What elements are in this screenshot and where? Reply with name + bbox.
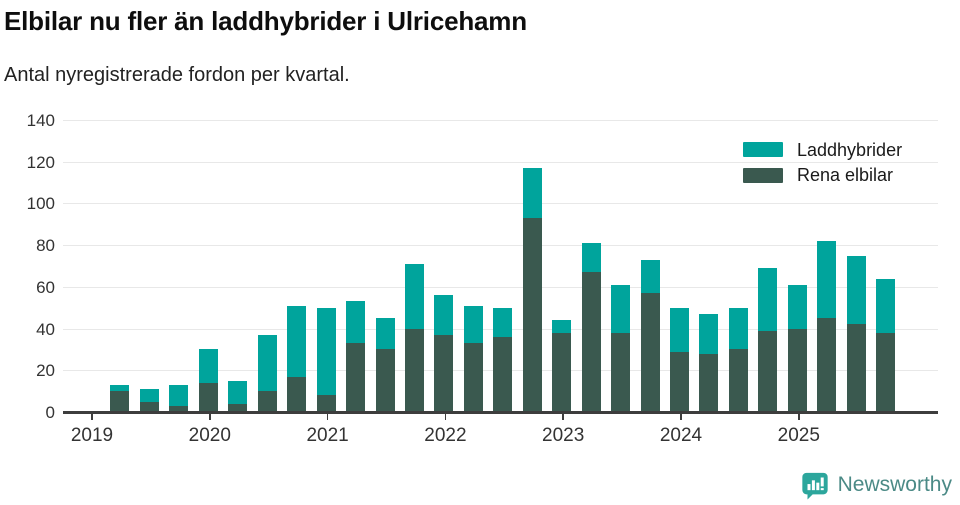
legend-label-laddhybrider: Laddhybrider [797, 140, 902, 161]
bar-segment-rena-elbilar [493, 337, 512, 412]
y-axis-label: 20 [0, 361, 55, 381]
bar-segment-rena-elbilar [876, 333, 895, 412]
bar-segment-laddhybrider [611, 285, 630, 333]
x-axis-line [63, 411, 938, 414]
bar-segment-laddhybrider [110, 385, 129, 391]
x-axis-tick [209, 414, 211, 420]
bar-segment-laddhybrider [729, 308, 748, 350]
bar-segment-laddhybrider [258, 335, 277, 391]
bar-segment-rena-elbilar [287, 377, 306, 412]
bar-segment-rena-elbilar [434, 335, 453, 412]
x-axis-tick [327, 414, 329, 420]
bar-segment-laddhybrider [641, 260, 660, 293]
x-axis-tick [562, 414, 564, 420]
newsworthy-logo-icon [800, 470, 830, 500]
bar-segment-laddhybrider [199, 349, 218, 382]
gridline-y120 [63, 162, 938, 163]
x-axis-tick [445, 414, 447, 420]
bar-segment-laddhybrider [582, 243, 601, 272]
bar-segment-rena-elbilar [847, 324, 866, 412]
chart-page: Elbilar nu fler än laddhybrider i Ulrice… [0, 0, 960, 505]
bar-segment-rena-elbilar [199, 383, 218, 412]
bar-segment-rena-elbilar [317, 395, 336, 412]
bar-segment-rena-elbilar [582, 272, 601, 412]
newsworthy-logo: Newsworthy [800, 469, 952, 501]
x-axis-tick [798, 414, 800, 420]
bar-segment-laddhybrider [523, 168, 542, 218]
y-axis-label: 80 [0, 236, 55, 256]
x-axis-label: 2020 [170, 425, 250, 447]
bar-segment-laddhybrider [464, 306, 483, 344]
bar-segment-rena-elbilar [464, 343, 483, 412]
bar-segment-laddhybrider [405, 264, 424, 329]
bar-segment-rena-elbilar [346, 343, 365, 412]
bar-segment-laddhybrider [788, 285, 807, 329]
bar-segment-laddhybrider [434, 295, 453, 335]
bar-chart: 0 20 40 60 80 100 120 140 2019 2020 2021 2022 2023 20… [0, 0, 960, 505]
bar-segment-rena-elbilar [552, 333, 571, 412]
bar-segment-laddhybrider [817, 241, 836, 318]
bar-segment-laddhybrider [169, 385, 188, 406]
x-axis-tick [680, 414, 682, 420]
bar-segment-laddhybrider [670, 308, 689, 352]
legend-swatch-laddhybrider [743, 142, 783, 157]
bar-segment-rena-elbilar [523, 218, 542, 412]
bar-segment-laddhybrider [140, 389, 159, 402]
gridline-y80 [63, 245, 938, 246]
newsworthy-logo-text: Newsworthy [838, 473, 952, 497]
bar-segment-laddhybrider [228, 381, 247, 404]
bar-segment-laddhybrider [376, 318, 395, 349]
x-axis-label: 2019 [52, 425, 132, 447]
x-axis-label: 2023 [523, 425, 603, 447]
y-axis-label: 60 [0, 278, 55, 298]
y-axis-label: 100 [0, 194, 55, 214]
x-axis-label: 2025 [759, 425, 839, 447]
bar-segment-rena-elbilar [699, 354, 718, 412]
bar-segment-rena-elbilar [110, 391, 129, 412]
y-axis-label: 140 [0, 111, 55, 131]
bar-segment-rena-elbilar [817, 318, 836, 412]
bar-segment-rena-elbilar [788, 329, 807, 412]
bar-segment-laddhybrider [876, 279, 895, 333]
y-axis-label: 0 [0, 403, 55, 423]
y-axis-label: 40 [0, 320, 55, 340]
y-axis-label: 120 [0, 153, 55, 173]
bar-segment-rena-elbilar [258, 391, 277, 412]
bar-segment-rena-elbilar [405, 329, 424, 412]
x-axis-tick [91, 414, 93, 420]
bar-segment-laddhybrider [758, 268, 777, 331]
bar-segment-rena-elbilar [611, 333, 630, 412]
legend-label-rena-elbilar: Rena elbilar [797, 165, 893, 186]
x-axis-label: 2021 [288, 425, 368, 447]
bar-segment-laddhybrider [847, 256, 866, 325]
bar-segment-rena-elbilar [376, 349, 395, 412]
bar-segment-laddhybrider [287, 306, 306, 377]
bar-segment-rena-elbilar [758, 331, 777, 412]
bar-segment-rena-elbilar [641, 293, 660, 412]
bar-segment-rena-elbilar [729, 349, 748, 412]
bar-segment-laddhybrider [346, 301, 365, 343]
legend-swatch-rena-elbilar [743, 168, 783, 183]
x-axis-label: 2022 [405, 425, 485, 447]
gridline-y140 [63, 120, 938, 121]
bar-segment-laddhybrider [699, 314, 718, 354]
x-axis-label: 2024 [641, 425, 721, 447]
bar-segment-laddhybrider [317, 308, 336, 396]
bar-segment-rena-elbilar [670, 352, 689, 412]
bar-segment-laddhybrider [552, 320, 571, 333]
gridline-y100 [63, 203, 938, 204]
bar-segment-laddhybrider [493, 308, 512, 337]
